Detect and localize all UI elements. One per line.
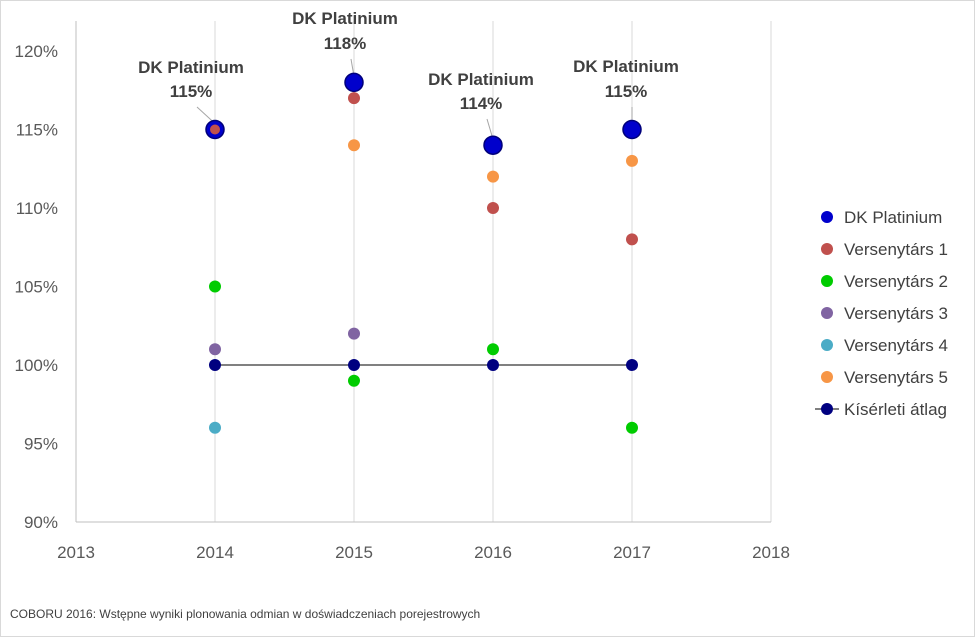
data-point-versenyt-rs-2 xyxy=(348,374,360,387)
data-point-versenyt-rs-3 xyxy=(348,327,360,340)
data-point-versenyt-rs-3 xyxy=(209,343,221,356)
legend-label: DK Platinium xyxy=(844,208,942,227)
legend-label: Versenytárs 5 xyxy=(844,368,948,387)
x-tick-label: 2015 xyxy=(335,543,373,562)
x-tick-label: 2018 xyxy=(752,543,790,562)
source-note: COBORU 2016: Wstępne wyniki plonowania o… xyxy=(10,607,481,621)
legend-marker xyxy=(821,243,833,255)
data-point-dk-platinium xyxy=(622,119,642,140)
data-point-k-s-rleti-tlag xyxy=(209,359,221,371)
legend-item: DK Platinium xyxy=(821,208,942,227)
x-tick-label: 2016 xyxy=(474,543,512,562)
data-point-versenyt-rs-1 xyxy=(626,233,638,246)
legend-item: Versenytárs 5 xyxy=(821,368,948,387)
data-point-k-s-rleti-tlag xyxy=(626,359,638,371)
data-label-name: DK Platinium xyxy=(428,70,534,89)
x-tick-label: 2014 xyxy=(196,543,234,562)
legend-marker xyxy=(821,403,833,415)
y-tick-label: 110% xyxy=(16,199,58,218)
data-label-name: DK Platinium xyxy=(573,57,679,76)
data-point-k-s-rleti-tlag xyxy=(487,359,499,371)
data-point-versenyt-rs-5 xyxy=(626,154,638,167)
legend-item: Kísérleti átlag xyxy=(815,400,947,419)
data-point-versenyt-rs-2 xyxy=(209,280,221,293)
y-tick-label: 115% xyxy=(16,121,58,140)
legend-label: Versenytárs 3 xyxy=(844,304,948,323)
data-label-value: 118% xyxy=(324,34,367,53)
data-label-value: 114% xyxy=(460,94,503,113)
legend-item: Versenytárs 4 xyxy=(821,336,948,355)
y-tick-label: 95% xyxy=(24,435,58,454)
legend-item: Versenytárs 3 xyxy=(821,304,948,323)
data-point-versenyt-rs-1 xyxy=(348,92,360,105)
data-point-versenyt-rs-5 xyxy=(348,139,360,152)
legend-marker xyxy=(821,275,833,287)
y-tick-label: 120% xyxy=(15,42,58,61)
legend-label: Versenytárs 2 xyxy=(844,272,948,291)
legend-item: Versenytárs 2 xyxy=(821,272,948,291)
data-point-versenyt-rs-5 xyxy=(487,170,499,183)
data-label-value: 115% xyxy=(170,82,213,101)
data-label-value: 115% xyxy=(605,82,648,101)
legend-marker xyxy=(821,339,833,351)
data-label-name: DK Platinium xyxy=(138,58,244,77)
x-tick-label: 2013 xyxy=(57,543,95,562)
legend-label: Kísérleti átlag xyxy=(844,400,947,419)
y-tick-label: 105% xyxy=(15,278,58,297)
legend-label: Versenytárs 4 xyxy=(844,336,948,355)
data-point-k-s-rleti-tlag xyxy=(348,359,360,371)
legend-item: Versenytárs 1 xyxy=(821,240,948,259)
legend-marker xyxy=(821,307,833,319)
y-tick-label: 90% xyxy=(24,513,58,532)
data-point-versenyt-rs-4 xyxy=(209,421,221,434)
data-point-dk-platinium xyxy=(483,135,503,155)
data-point-versenyt-rs-2 xyxy=(487,343,499,356)
legend-marker xyxy=(821,371,833,383)
data-label-name: DK Platinium xyxy=(292,9,398,28)
data-point-versenyt-rs-1 xyxy=(487,202,499,214)
data-point-versenytars-1 xyxy=(210,124,220,135)
legend-marker xyxy=(821,211,833,223)
data-point-versenyt-rs-2 xyxy=(626,421,638,434)
x-tick-label: 2017 xyxy=(613,543,651,562)
legend-label: Versenytárs 1 xyxy=(844,240,948,259)
y-tick-label: 100% xyxy=(15,356,58,375)
data-point-dk-platinium xyxy=(344,72,364,93)
